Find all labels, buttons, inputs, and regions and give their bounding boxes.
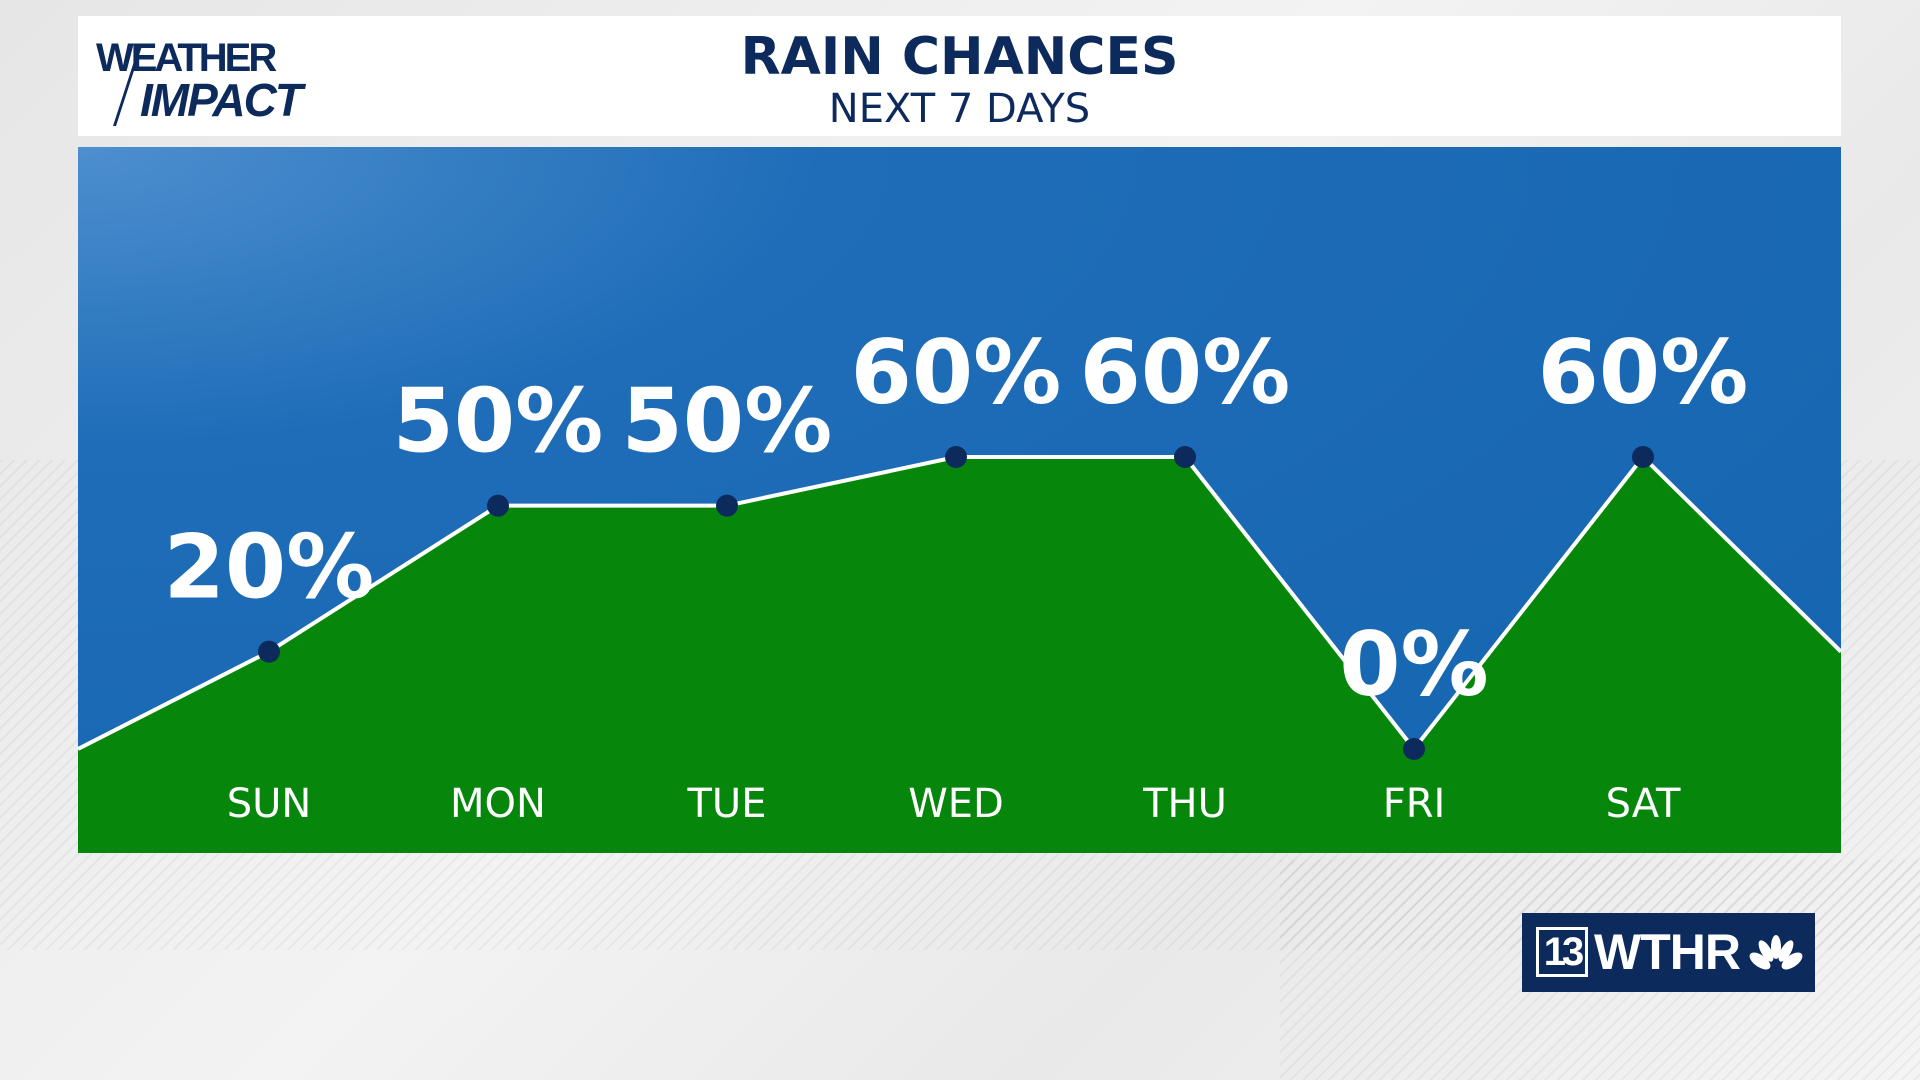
value-label-mon: 50%: [393, 370, 604, 473]
value-label-fri: 0%: [1339, 613, 1488, 716]
rain-chance-area: [78, 457, 1841, 853]
day-label-sun: SUN: [227, 781, 312, 827]
data-point-fri: [1403, 738, 1425, 760]
day-label-sat: SAT: [1606, 781, 1681, 827]
data-point-mon: [487, 494, 509, 517]
call-letters: WTHR: [1594, 924, 1741, 980]
nbc-peacock-icon: [1749, 935, 1803, 970]
wthr-station-logo: 13 WTHR: [1522, 913, 1815, 992]
data-point-wed: [945, 446, 967, 468]
day-label-mon: MON: [450, 781, 546, 827]
channel-number: 13: [1536, 927, 1588, 977]
rain-chance-chart: 20%50% 50% 60% 60%0%60% SUN MON TUE WED THU FRI S…: [78, 147, 1841, 853]
logo-text-weather: WEATHER: [96, 36, 277, 80]
value-label-thu: 60%: [1080, 321, 1291, 424]
day-label-tue: TUE: [687, 781, 767, 827]
day-label-wed: WED: [908, 781, 1004, 827]
weather-impact-logo: WEATHER IMPACT: [96, 36, 356, 132]
header-bar: WEATHER IMPACT RAIN CHANCES NEXT 7 DAYS: [78, 16, 1841, 136]
day-label-fri: FRI: [1383, 781, 1446, 827]
data-point-sun: [258, 640, 280, 663]
value-label-sat: 60%: [1538, 321, 1749, 424]
day-label-thu: THU: [1142, 781, 1227, 827]
data-point-tue: [716, 494, 738, 517]
value-label-wed: 60%: [851, 321, 1062, 424]
data-point-sat: [1632, 446, 1654, 468]
value-label-tue: 50%: [622, 370, 833, 473]
chart-title: RAIN CHANCES: [740, 27, 1179, 87]
chart-area: 20% 50% 50% 60% 60% 0% 60% SUN MON TUE WED THU FRI S…: [78, 147, 1841, 853]
value-label-sun: 20%: [164, 516, 375, 619]
logo-text-impact: IMPACT: [140, 74, 303, 126]
chart-subtitle: NEXT 7 DAYS: [828, 86, 1091, 132]
data-point-thu: [1174, 446, 1196, 468]
